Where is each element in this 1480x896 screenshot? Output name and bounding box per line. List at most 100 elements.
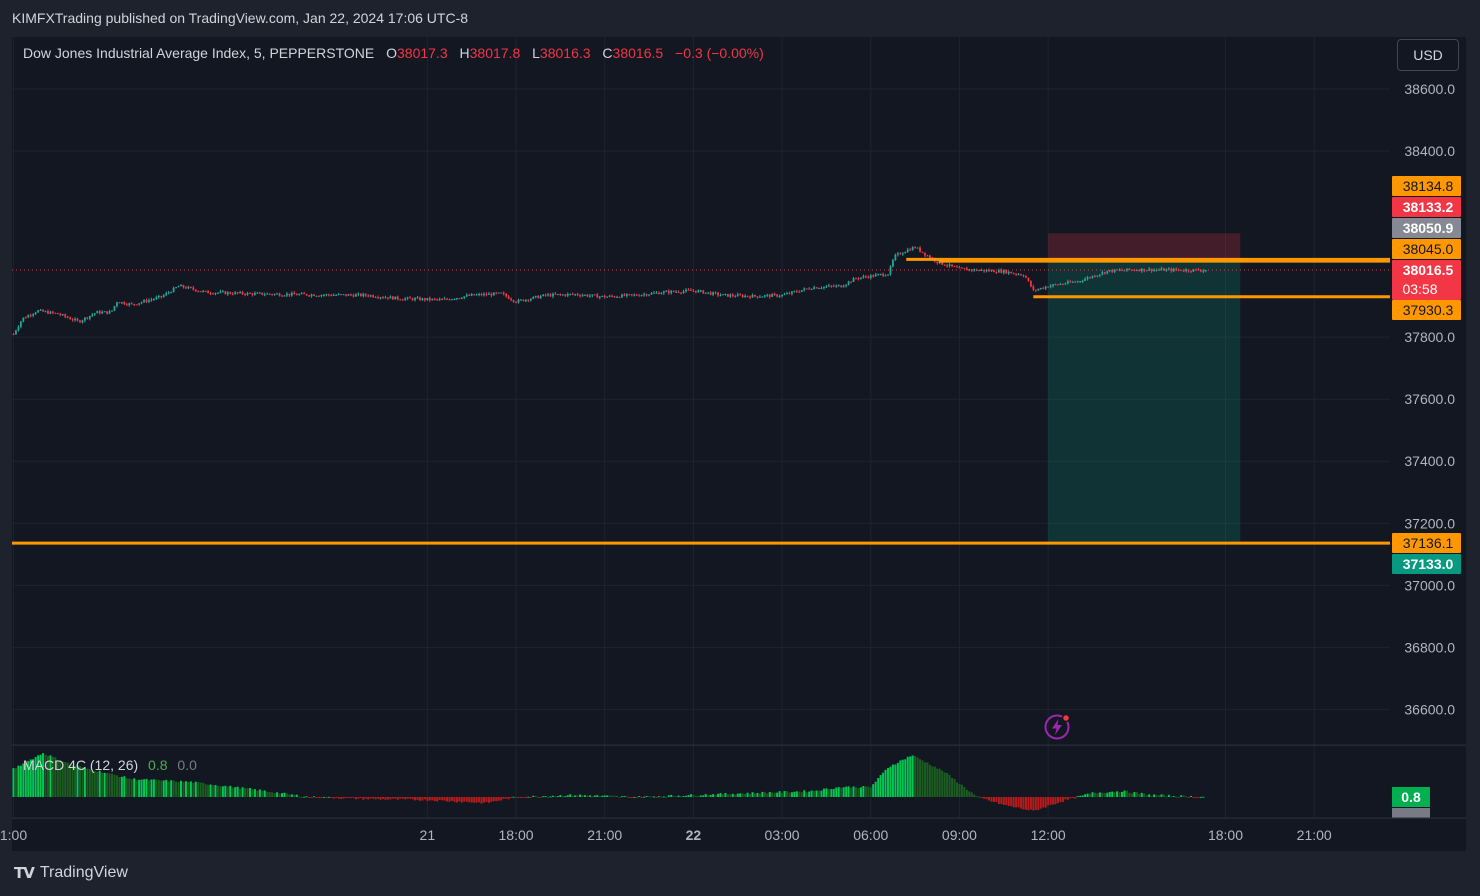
macd-bar (1079, 795, 1082, 797)
candle-body (625, 294, 628, 296)
macd-bar (224, 785, 227, 797)
macd-bar (300, 796, 303, 798)
candle-body (1175, 268, 1178, 270)
macd-bar (586, 795, 589, 797)
candle-body (623, 294, 626, 296)
macd-bar (963, 787, 966, 797)
candle-body (608, 295, 611, 297)
macd-bar (1130, 793, 1133, 797)
macd-bar (717, 793, 720, 797)
candle-body (857, 278, 860, 280)
macd-bar (561, 796, 564, 798)
candle-body (236, 292, 239, 294)
candle-body (591, 294, 594, 296)
candle-body (32, 314, 35, 316)
candle-body (372, 295, 375, 298)
macd-bar (123, 776, 126, 797)
macd-bar (69, 764, 72, 797)
candle-body (783, 294, 786, 296)
candle-body (603, 295, 606, 298)
macd-bar (305, 796, 308, 798)
macd-bar (152, 779, 155, 797)
macd-bar (101, 772, 104, 797)
macd-bar (936, 768, 939, 797)
macd-bar (246, 788, 249, 797)
price-tag-box (1392, 197, 1461, 217)
macd-bar (818, 790, 821, 797)
candle-body (741, 295, 744, 297)
candle-body (552, 293, 554, 297)
macd-bar (261, 790, 264, 797)
candle-body (150, 299, 153, 301)
candle-body (837, 285, 840, 287)
candle-body (953, 266, 956, 268)
candle-body (419, 297, 421, 301)
price-tag-label: 38134.8 (1403, 178, 1454, 194)
macd-bar (325, 797, 328, 799)
macd-bar (758, 793, 761, 797)
macd-bar (763, 792, 766, 797)
macd-bar (473, 797, 476, 803)
macd-bar (61, 761, 64, 797)
macd-bar (542, 796, 545, 798)
candle-body (1002, 270, 1005, 273)
macd-bar (133, 778, 136, 797)
currency-button[interactable]: USD (1397, 39, 1459, 71)
macd-bar (42, 753, 45, 797)
candle-body (956, 266, 958, 268)
candle-body (835, 285, 838, 287)
candle-body (239, 291, 242, 294)
candle-body (648, 294, 650, 296)
macd-bar (204, 784, 207, 797)
candle-body (261, 292, 264, 295)
macd-bar (965, 789, 968, 797)
candle-body (350, 294, 352, 296)
candle-body (911, 247, 914, 251)
lightning-alert-icon[interactable] (1043, 713, 1071, 741)
macd-bar (349, 797, 352, 798)
candle-body (199, 291, 202, 293)
candle-body (1172, 268, 1175, 272)
macd-pane-bg (12, 746, 1466, 818)
main-pane-bg (12, 37, 1466, 745)
candle-body (539, 296, 542, 299)
macd-bar (364, 797, 367, 799)
candle-body (231, 293, 234, 295)
candle-body (559, 294, 562, 296)
macd-bar (1140, 792, 1143, 797)
macd-bar (189, 781, 192, 797)
macd-bar (32, 759, 35, 797)
candle-body (1074, 281, 1077, 283)
macd-bar (428, 797, 431, 801)
candle-body (894, 254, 897, 261)
candle-body (286, 293, 288, 296)
low-label: L (532, 45, 540, 61)
open-label: O (386, 45, 397, 61)
candle-body (884, 275, 887, 277)
macd-bar (271, 792, 274, 797)
macd-bar (369, 797, 372, 799)
candle-body (847, 281, 850, 285)
candle-body (1148, 268, 1151, 271)
candle-body (162, 295, 165, 298)
candle-body (1020, 274, 1022, 276)
macd-bar (569, 794, 572, 797)
macd-bar (490, 797, 493, 802)
candle-body (993, 270, 995, 273)
candle-body (56, 313, 59, 315)
macd-bar (251, 789, 254, 797)
macd-bar (1027, 797, 1030, 811)
macd-bar (78, 766, 81, 797)
tradingview-brand[interactable]: 𝗧𝗩 TradingView (14, 864, 128, 882)
candle-body (283, 295, 286, 297)
candle-body (1170, 268, 1173, 272)
candle-body (791, 291, 793, 294)
macd-bar (862, 786, 865, 797)
macd-bar (953, 778, 956, 797)
macd-bar (492, 797, 495, 802)
macd-bar (1113, 792, 1116, 797)
candle-body (1199, 270, 1202, 272)
macd-bar (576, 795, 579, 797)
macd-bar (39, 754, 42, 797)
